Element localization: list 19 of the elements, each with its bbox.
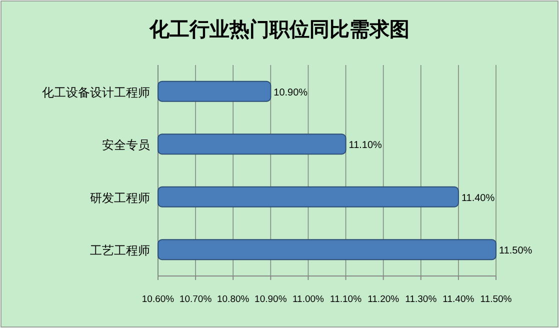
x-tick-label: 11.00% (292, 294, 325, 305)
x-tick-label: 10.80% (216, 294, 250, 305)
x-tick-label: 11.50% (480, 294, 512, 305)
data-label: 11.40% (461, 192, 495, 204)
y-tick-label: 化工设备设计工程师 (42, 85, 150, 100)
data-label: 11.10% (348, 140, 382, 152)
x-tick-label: 10.70% (179, 294, 212, 305)
y-tick-label: 安全专员 (102, 138, 150, 152)
x-tick-label: 10.90% (254, 294, 288, 305)
data-label: 10.90% (274, 87, 308, 98)
chart-title: 化工行业热门职位同比需求图 (148, 17, 410, 41)
x-tick-label: 10.60% (142, 294, 175, 305)
x-tick-label: 11.20% (368, 294, 400, 305)
y-tick-label: 研发工程师 (90, 190, 150, 205)
data-label: 11.50% (499, 246, 532, 257)
x-tick-label: 11.30% (405, 294, 438, 305)
x-tick-label: 11.10% (330, 294, 362, 305)
y-tick-label: 工艺工程师 (90, 244, 150, 258)
x-tick-label: 11.40% (442, 294, 475, 305)
